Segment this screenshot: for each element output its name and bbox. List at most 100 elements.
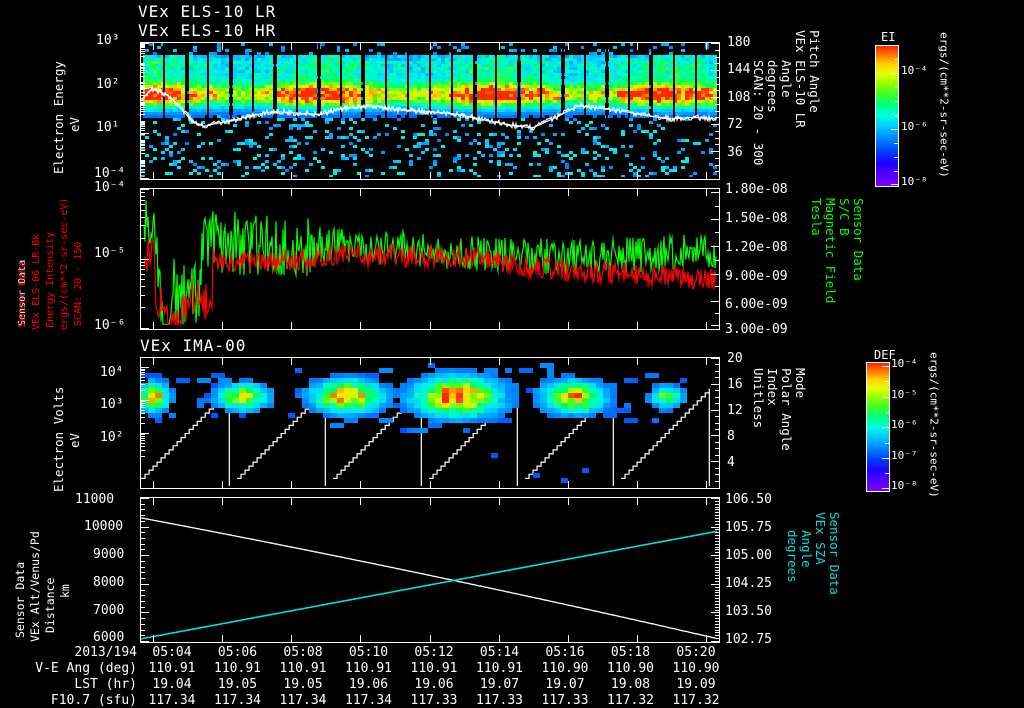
panel1-plot-area[interactable] bbox=[140, 42, 720, 180]
axis-tick bbox=[141, 161, 145, 162]
axis-tick bbox=[360, 358, 361, 365]
axis-tick bbox=[222, 43, 223, 50]
axis-tick bbox=[637, 498, 638, 505]
axis-tick bbox=[141, 544, 145, 545]
axis-tick bbox=[715, 549, 719, 550]
axis-tick bbox=[291, 172, 292, 179]
panel1-cbar-tick-2: 10⁻⁸ bbox=[901, 175, 928, 188]
panel1-spectrogram-canvas bbox=[141, 43, 717, 177]
axis-tick bbox=[715, 57, 719, 58]
axis-tick bbox=[711, 151, 719, 152]
panel1-title-line2: VEx ELS-10 HR bbox=[138, 21, 277, 40]
bottom-f107-cell-8: 117.32 bbox=[672, 693, 720, 708]
axis-tick bbox=[141, 269, 145, 270]
axis-tick bbox=[715, 90, 719, 91]
axis-tick bbox=[222, 358, 223, 365]
axis-tick bbox=[715, 117, 719, 118]
axis-tick bbox=[637, 43, 638, 50]
panel3-cbar-tick-2: 10⁻⁶ bbox=[891, 418, 918, 431]
axis-tick bbox=[568, 635, 569, 642]
bottom-f107-cell-5: 117.33 bbox=[476, 693, 523, 708]
axis-tick bbox=[141, 122, 145, 123]
axis-tick bbox=[141, 624, 145, 625]
axis-tick bbox=[711, 527, 719, 528]
axis-tick bbox=[715, 624, 719, 625]
axis-tick bbox=[715, 598, 719, 599]
axis-tick bbox=[153, 635, 154, 642]
axis-tick bbox=[711, 274, 719, 275]
axis-tick bbox=[711, 70, 719, 71]
axis-tick bbox=[141, 114, 145, 115]
axis-tick bbox=[141, 259, 149, 260]
axis-tick bbox=[141, 107, 145, 108]
axis-tick bbox=[706, 635, 707, 642]
axis-tick bbox=[141, 630, 145, 631]
bottom-lst-cell-0: 19.04 bbox=[152, 677, 192, 692]
bottom-lst-cell-4: 19.06 bbox=[414, 677, 454, 692]
axis-tick bbox=[715, 630, 719, 631]
axis-tick bbox=[637, 635, 638, 642]
axis-tick bbox=[715, 286, 719, 287]
axis-tick bbox=[141, 601, 145, 602]
axis-tick bbox=[141, 145, 145, 146]
panel1-cbar-tick-0: 10⁻⁴ bbox=[901, 64, 928, 77]
axis-tick bbox=[141, 384, 145, 385]
axis-tick bbox=[141, 572, 145, 573]
panel2-rtick-1: 1.50e-08 bbox=[725, 211, 788, 226]
axis-tick bbox=[360, 635, 361, 642]
axis-tick bbox=[499, 322, 500, 329]
axis-tick bbox=[141, 163, 145, 164]
bottom-f107-cell-7: 117.32 bbox=[607, 693, 654, 708]
axis-tick bbox=[430, 322, 431, 329]
panel4-left-label-2: VEx Alt/Venus/Pd bbox=[28, 531, 42, 642]
panel3-plot-area[interactable] bbox=[140, 357, 720, 489]
panel4-rtick-4: 103.50 bbox=[725, 604, 772, 619]
axis-tick bbox=[141, 51, 145, 52]
axis-tick bbox=[141, 443, 145, 444]
axis-tick bbox=[715, 615, 719, 616]
panel3-colorbar-units: ergs/(cm**2-sr-sec-eV) bbox=[927, 352, 941, 498]
axis-tick bbox=[706, 358, 707, 365]
axis-tick bbox=[715, 63, 719, 64]
panel4-left-label-4: km bbox=[58, 584, 72, 598]
axis-tick bbox=[141, 104, 145, 105]
axis-tick bbox=[141, 44, 145, 45]
panel4-plot-area[interactable] bbox=[140, 497, 720, 643]
axis-tick bbox=[141, 111, 145, 112]
bottom-time-cell-6: 05:16 bbox=[545, 645, 585, 660]
panel3-title: VEx IMA-00 bbox=[140, 336, 247, 355]
panel2-plot-area[interactable] bbox=[140, 188, 720, 330]
panel4-rtick-0: 106.50 bbox=[725, 492, 772, 507]
axis-tick bbox=[141, 417, 145, 418]
axis-tick bbox=[706, 498, 707, 505]
axis-tick bbox=[430, 189, 431, 196]
axis-tick bbox=[715, 509, 719, 510]
axis-tick bbox=[715, 570, 719, 571]
axis-tick bbox=[141, 153, 145, 154]
axis-tick bbox=[141, 450, 145, 451]
axis-tick bbox=[141, 204, 145, 205]
panel3-rtick-4: 4 bbox=[727, 455, 735, 470]
panel1-rtick-3: 72 bbox=[727, 117, 743, 132]
panel1-ytick-1: 10² bbox=[96, 77, 120, 92]
axis-tick bbox=[141, 509, 145, 510]
axis-tick bbox=[499, 635, 500, 642]
axis-tick bbox=[153, 189, 154, 196]
panel1-ytick-2: 10¹ bbox=[96, 120, 120, 135]
axis-tick bbox=[715, 507, 719, 508]
axis-tick bbox=[711, 584, 719, 585]
bottom-time-cell-3: 05:10 bbox=[348, 645, 389, 660]
axis-tick bbox=[141, 641, 149, 642]
axis-tick bbox=[141, 561, 145, 562]
axis-tick bbox=[715, 232, 719, 233]
axis-tick bbox=[715, 474, 719, 475]
bottom-f107-cell-0: 117.34 bbox=[148, 693, 196, 708]
axis-tick bbox=[715, 390, 719, 391]
panel2-left-label-3: Energy Intensity bbox=[45, 231, 56, 328]
axis-tick bbox=[715, 448, 719, 449]
panel3-rtick-2: 12 bbox=[727, 403, 743, 418]
axis-tick bbox=[706, 189, 707, 196]
axis-tick bbox=[141, 390, 145, 391]
axis-tick bbox=[291, 358, 292, 365]
axis-tick bbox=[715, 158, 719, 159]
